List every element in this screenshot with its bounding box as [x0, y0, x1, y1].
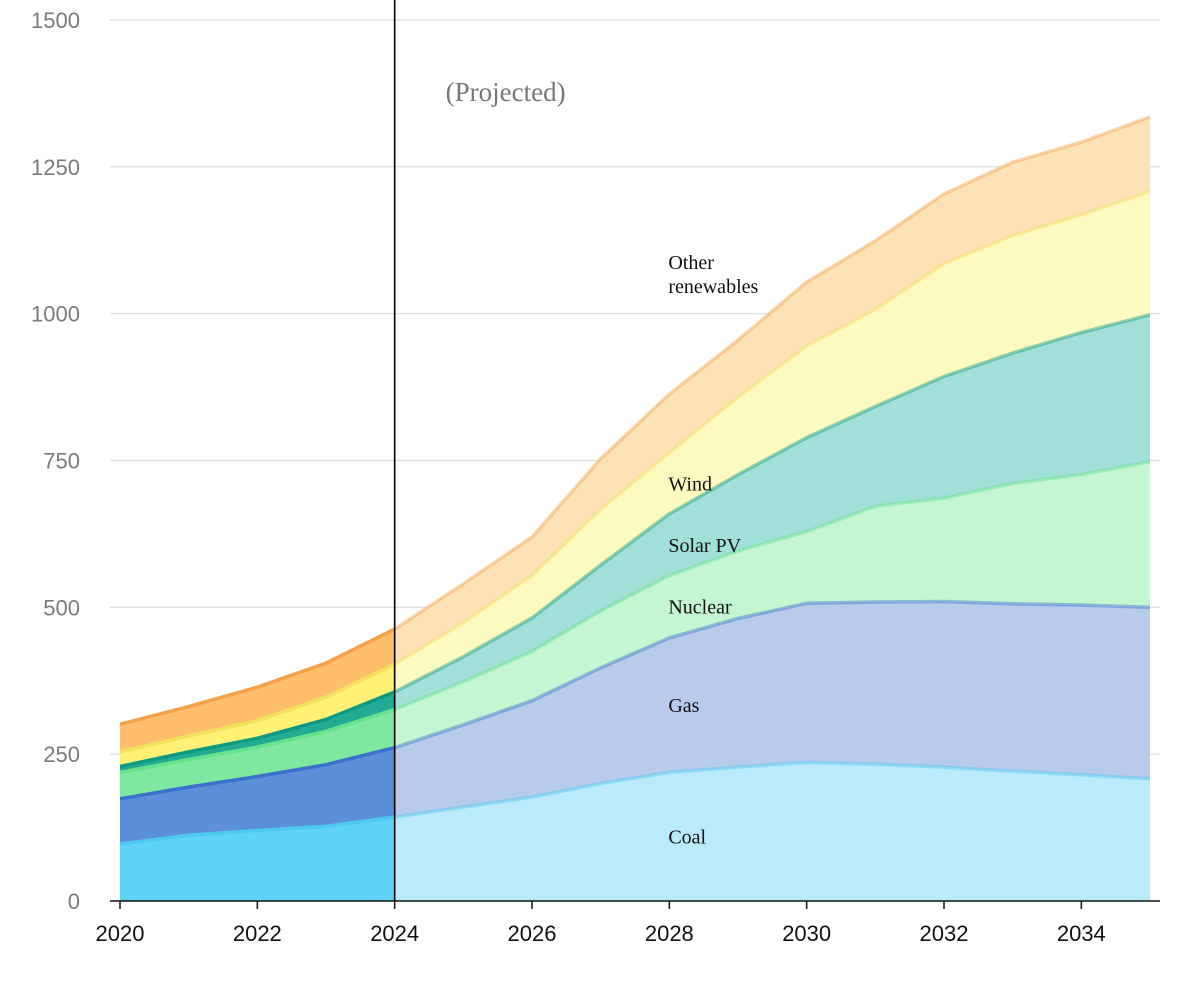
line-coal-historic — [119, 815, 395, 846]
x-tick-label: 2024 — [370, 921, 419, 946]
series-label-coal: Coal — [668, 827, 706, 849]
x-tick-label: 2034 — [1057, 921, 1106, 946]
line-solar-pv-historic — [119, 689, 395, 769]
x-tick-label: 2028 — [645, 921, 694, 946]
y-tick-label: 1250 — [31, 155, 80, 180]
area-coal-projected — [394, 762, 1150, 901]
line-nuclear-projected — [394, 459, 1151, 712]
y-tick-label: 1000 — [31, 302, 80, 327]
area-coal-historic — [120, 817, 395, 901]
area-gas-historic — [120, 747, 395, 844]
series-label-wind: Wind — [668, 473, 712, 495]
y-tick-label: 0 — [68, 889, 80, 914]
series-label-other-renewables: Other — [668, 252, 714, 274]
series-label-nuclear: Nuclear — [668, 597, 732, 619]
series-label-other-renewables: renewables — [668, 276, 758, 298]
y-tick-label: 1500 — [31, 8, 80, 33]
series-label-gas: Gas — [668, 695, 699, 717]
x-tick-label: 2032 — [920, 921, 969, 946]
projected-annotation: (Projected) — [446, 77, 566, 107]
series-areas — [120, 116, 1150, 901]
area-gas-projected — [394, 601, 1150, 818]
line-wind-historic — [119, 662, 395, 754]
line-nuclear-historic — [119, 707, 395, 775]
series-labels: Coal Gas Nuclear Solar PV Wind Otherrenewable… — [668, 252, 758, 849]
axes: 0 250 500 750 1000 1250 1500 2020 2022 2024 2026 20… — [31, 8, 1160, 946]
line-coal-projected — [394, 760, 1151, 819]
series-lines — [119, 115, 1151, 846]
x-tick-label: 2026 — [508, 921, 557, 946]
line-solar-pv-projected — [394, 313, 1151, 694]
area-wind-projected — [394, 191, 1150, 692]
area-other-renewables-projected — [394, 116, 1150, 665]
annotations: (Projected) — [393, 0, 566, 901]
area-solar-pv-projected — [394, 314, 1150, 710]
x-tick-label: 2020 — [96, 921, 145, 946]
line-gas-projected — [394, 599, 1151, 750]
y-tick-label: 500 — [43, 595, 80, 620]
line-other-renewables-projected — [394, 115, 1151, 632]
x-tick-label: 2030 — [782, 921, 831, 946]
area-other-renewables-historic — [120, 629, 395, 752]
area-nuclear-projected — [394, 461, 1150, 748]
y-tick-label: 750 — [43, 449, 80, 474]
y-tick-label: 250 — [43, 742, 80, 767]
line-gas-historic — [119, 745, 395, 801]
x-tick-label: 2022 — [233, 921, 282, 946]
area-wind-historic — [120, 664, 395, 767]
line-other-renewables-historic — [119, 627, 395, 726]
line-wind-projected — [394, 189, 1151, 667]
series-label-solar-pv: Solar PV — [668, 535, 741, 557]
